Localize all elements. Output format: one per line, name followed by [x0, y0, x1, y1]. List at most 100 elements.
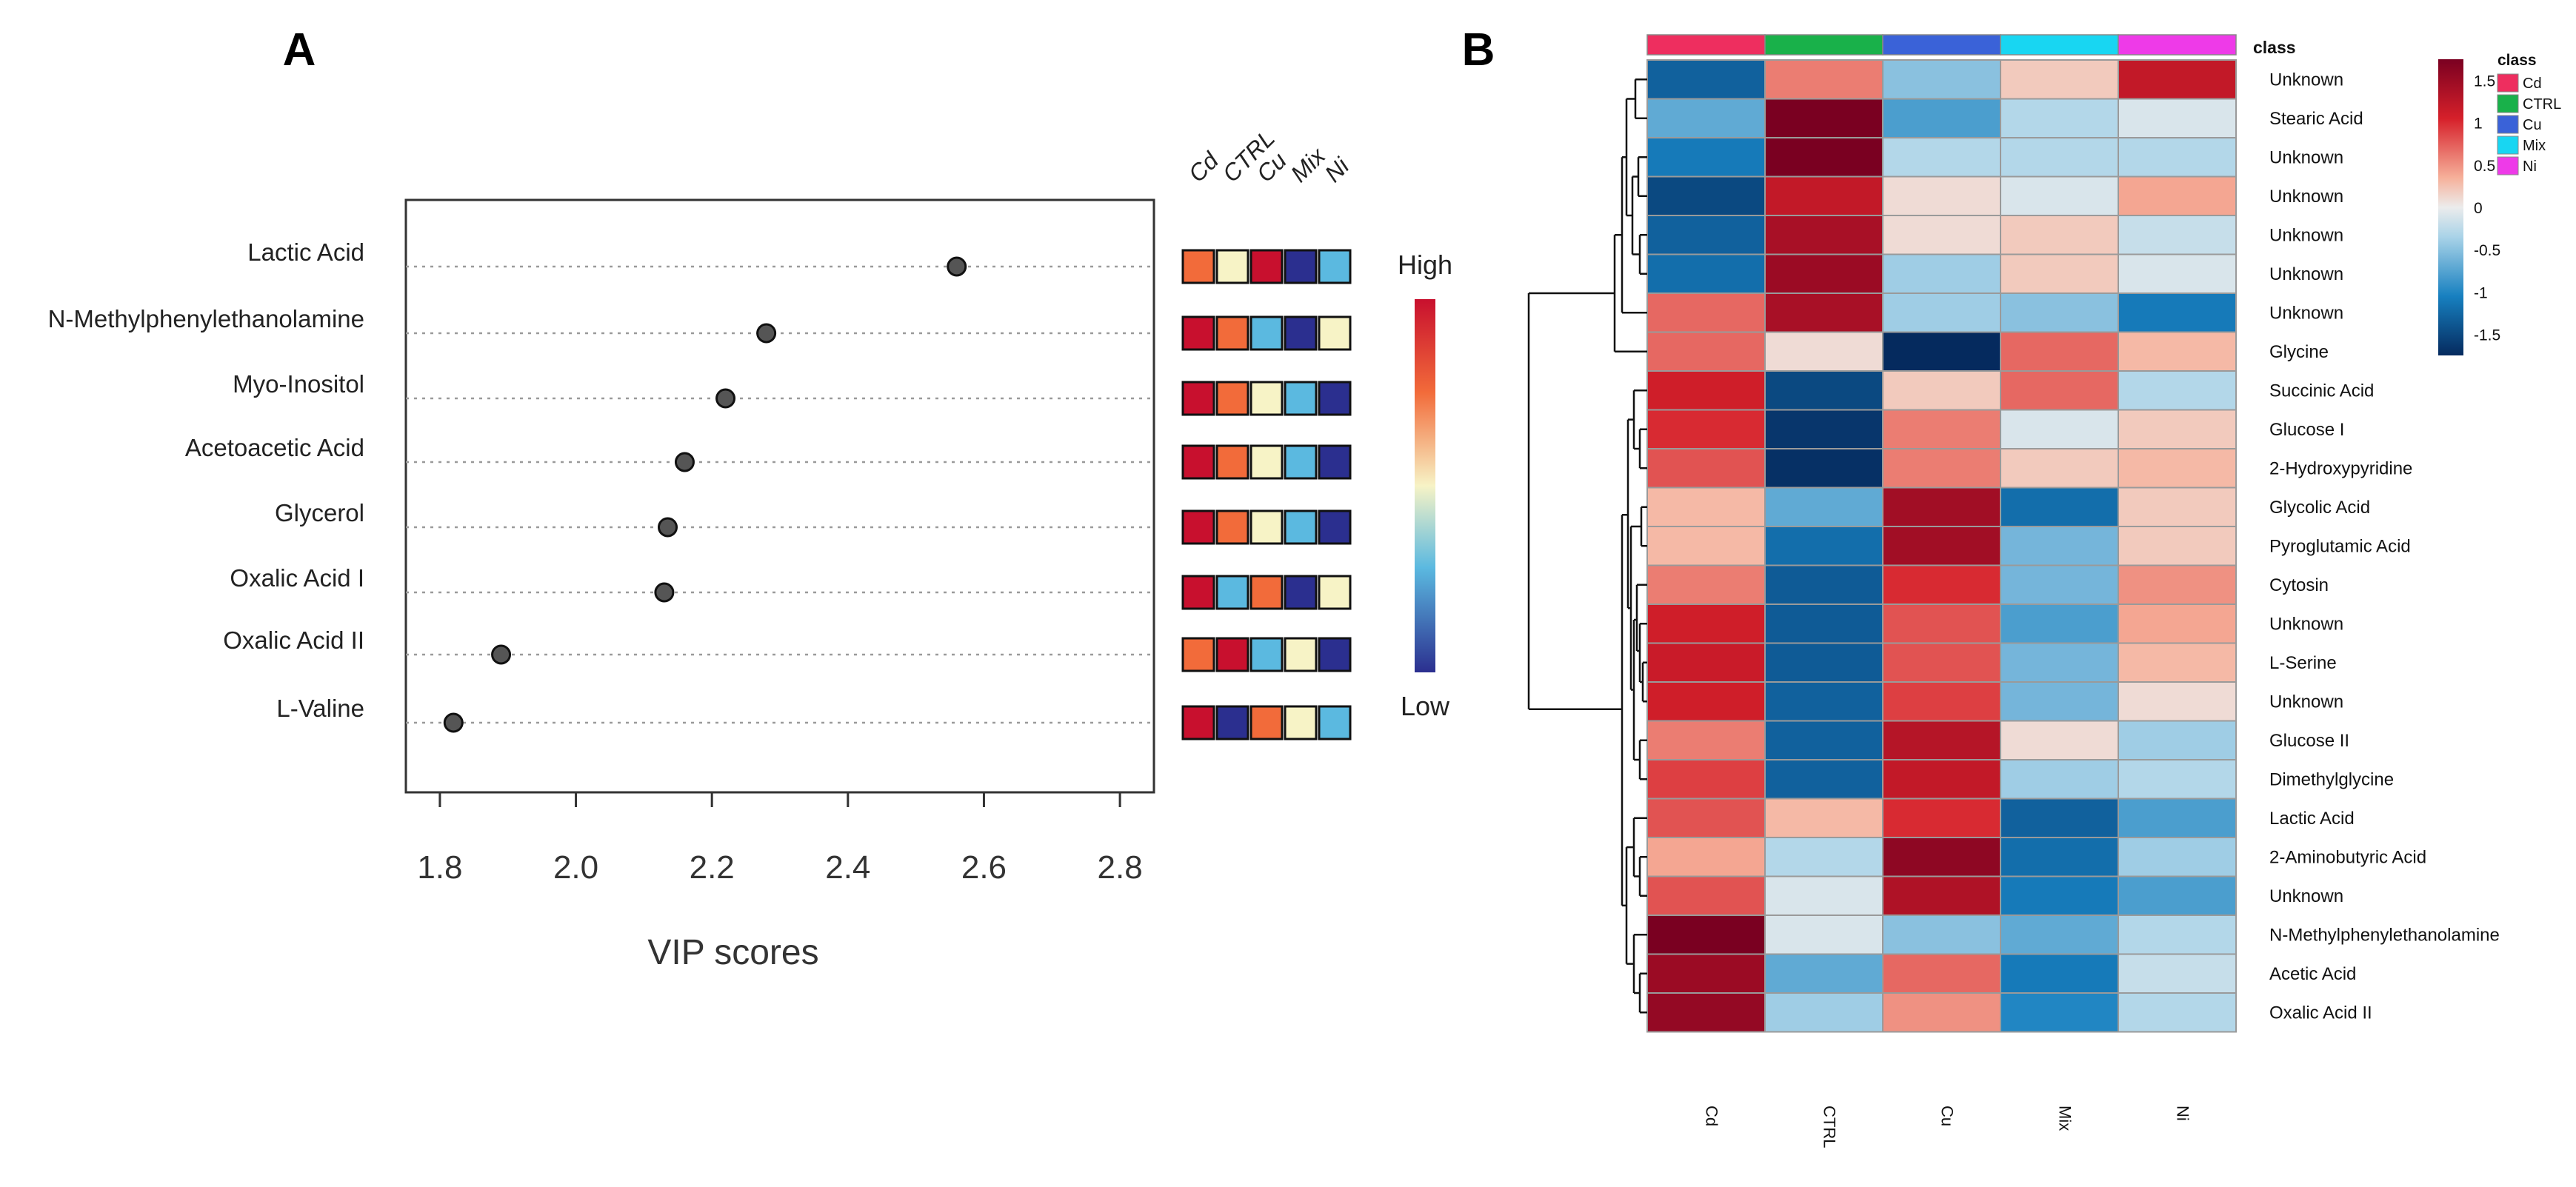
heatmap-cell: [1764, 759, 1883, 800]
heatmap-cell: [2118, 370, 2237, 411]
heatmap-cell: [2000, 215, 2119, 255]
heatmap-col-label-cd: Cd: [1703, 1106, 1721, 1126]
vip-level-box-ctrl: [1215, 444, 1249, 480]
class-legend-label: Ni: [2523, 158, 2537, 175]
vip-level-box-cu: [1249, 315, 1284, 351]
vip-x-tick-label: 2.0: [553, 849, 598, 886]
vip-x-tick-label: 2.2: [690, 849, 735, 886]
heatmap-cell: [2000, 953, 2119, 994]
vip-row-n-methylphenylethanolamine: N-Methylphenylethanolamine: [48, 305, 1352, 351]
vip-color-legend: High Low: [1398, 250, 1452, 721]
heatmap-cell: [2118, 253, 2237, 294]
heatmap-cell: [1882, 448, 2001, 489]
heatmap-cell: [1646, 720, 1766, 760]
vip-panel: A Lactic Acid N-Methylphenylethanolamine M…: [48, 24, 1452, 972]
heatmap-cell: [1764, 875, 1883, 916]
heatmap-cell: [2118, 720, 2237, 760]
heatmap-cell: [2118, 331, 2237, 372]
vip-level-box-cd: [1181, 575, 1215, 610]
heatmap-cell: [2118, 953, 2237, 994]
heatmap-cell: [1764, 564, 1883, 605]
class-legend-title: class: [2497, 52, 2537, 69]
color-scale-tick-label: -0.5: [2474, 242, 2500, 259]
heatmap-cell: [2118, 798, 2237, 838]
heatmap-cell: [2000, 720, 2119, 760]
heatmap-cell: [2118, 915, 2237, 955]
vip-level-box-cd: [1181, 637, 1215, 672]
class-bar-cu: [1882, 34, 2001, 56]
heatmap-cell: [2000, 875, 2119, 916]
vip-plot-frame: [404, 198, 1155, 794]
heatmap-cell: [1764, 137, 1883, 178]
heatmap-cell: [1882, 642, 2001, 683]
class-bar-ctrl: [1764, 34, 1883, 56]
vip-level-box-mix: [1284, 249, 1318, 284]
heatmap-cell: [1882, 798, 2001, 838]
vip-level-box-mix: [1284, 637, 1318, 672]
heatmap-cell: [2000, 837, 2119, 877]
heatmap-cell: [1764, 331, 1883, 372]
heatmap-cell: [2118, 448, 2237, 489]
panel-label-b: B: [1462, 24, 1495, 76]
vip-feature-label: Myo-Inositol: [233, 370, 364, 398]
heatmap-cell: [2118, 215, 2237, 255]
heatmap-cell: [2000, 59, 2119, 100]
heatmap-cell: [1646, 331, 1766, 372]
heatmap-cell: [2118, 486, 2237, 527]
vip-level-box-cu: [1249, 444, 1284, 480]
heatmap-cell: [1882, 486, 2001, 527]
heatmap-cell: [1646, 564, 1766, 605]
vip-row-acetoacetic-acid: Acetoacetic Acid: [185, 434, 1352, 480]
heatmap-cell: [2118, 759, 2237, 800]
vip-x-axis: 1.8 2.0 2.2 2.4 2.6 2.8: [417, 791, 1143, 886]
heatmap-cell: [1764, 486, 1883, 527]
heatmap-cell: [1646, 409, 1766, 449]
heatmap-cell: [1882, 215, 2001, 255]
class-legend-label: CTRL: [2523, 96, 2561, 113]
heatmap-cell: [1646, 603, 1766, 644]
heatmap-cell: [1646, 798, 1766, 838]
heatmap-cell: [2118, 603, 2237, 644]
heatmap-cell: [1646, 137, 1766, 178]
heatmap-row-label: Unknown: [2269, 303, 2343, 323]
heatmap-cell: [2000, 526, 2119, 566]
vip-row-myo-inositol: Myo-Inositol: [233, 370, 1352, 416]
class-legend-swatch-mix: [2497, 136, 2519, 155]
heatmap-cell: [2118, 175, 2237, 216]
heatmap-row-label: Dimethylglycine: [2269, 769, 2394, 789]
vip-level-box-cd: [1181, 249, 1215, 284]
heatmap-row-label: Unknown: [2269, 70, 2343, 90]
heatmap-cell: [1764, 992, 1883, 1033]
heatmap-column-labels: Cd CTRL Cu Mix Ni: [1703, 1106, 2192, 1148]
heatmap-cell: [1646, 915, 1766, 955]
heatmap-row-label: Unknown: [2269, 692, 2343, 712]
heatmap-cell: [2000, 331, 2119, 372]
heatmap-cell: [1646, 175, 1766, 216]
heatmap-cell: [1764, 681, 1883, 722]
heatmap-cell: [2118, 59, 2237, 100]
heatmap-cell: [1764, 837, 1883, 877]
heatmap-cell: [2000, 992, 2119, 1033]
heatmap-cell: [1882, 370, 2001, 411]
heatmap-cell: [2118, 526, 2237, 566]
heatmap-cell: [2000, 642, 2119, 683]
vip-point: [443, 712, 464, 733]
vip-level-box-ctrl: [1215, 575, 1249, 610]
vip-row-oxalic-acid-i: Oxalic Acid I: [230, 564, 1352, 610]
heatmap-row-label: Glycine: [2269, 342, 2329, 362]
heatmap-row-label: Glycolic Acid: [2269, 498, 2370, 518]
vip-level-box-cd: [1181, 381, 1215, 416]
color-scale-tick-label: 0: [2474, 200, 2483, 217]
heatmap-cell: [1646, 59, 1766, 100]
vip-point: [658, 517, 678, 538]
heatmap-cell: [2000, 175, 2119, 216]
heatmap-cell: [2000, 370, 2119, 411]
class-legend-label: Cd: [2523, 76, 2542, 92]
heatmap-cell: [1882, 837, 2001, 877]
heatmap-cell: [1764, 720, 1883, 760]
heatmap-cell: [1646, 837, 1766, 877]
vip-point: [491, 644, 512, 665]
class-bar-label: class: [2253, 38, 2296, 57]
row-dendrogram: [1527, 78, 1647, 1014]
heatmap-cell: [1882, 137, 2001, 178]
